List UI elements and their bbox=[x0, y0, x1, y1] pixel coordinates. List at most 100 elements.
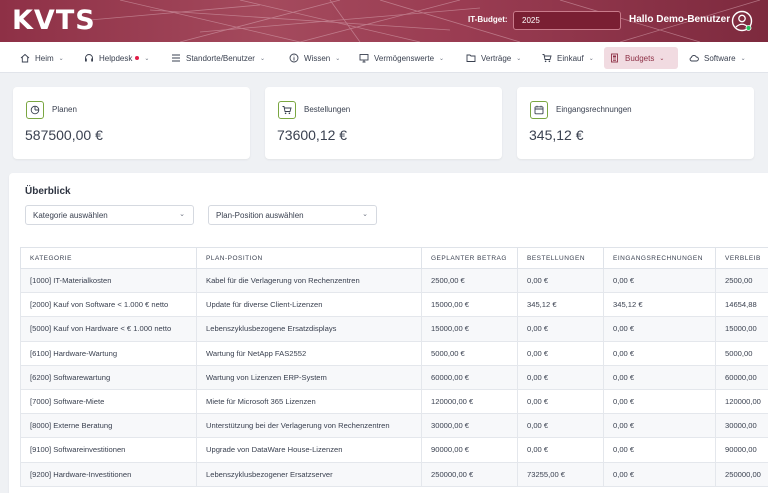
table-row[interactable]: [9100] Softwareinvestitionen Upgrade von … bbox=[20, 437, 768, 463]
nav-vermoegenswerte[interactable]: Vermögenswerte ⌄ bbox=[353, 47, 450, 69]
nav-vertraege-label: Verträge bbox=[481, 53, 512, 63]
card-bestellungen: Bestellungen 73600,12 € bbox=[265, 87, 502, 159]
nav-budgets[interactable]: Budgets ⌄ bbox=[604, 47, 678, 69]
chevron-down-icon: ⌄ bbox=[335, 55, 341, 62]
column-header-eingangsrechnungen[interactable]: EINGANGSRECHNUNGEN bbox=[603, 247, 716, 269]
table-row[interactable]: [9200] Hardware-Investitionen Lebenszyklu… bbox=[20, 461, 768, 487]
column-header-kategorie[interactable]: KATEGORIE bbox=[20, 247, 197, 269]
budget-overview-table: KATEGORIE PLAN-POSITION GEPLANTER BETRAG… bbox=[20, 247, 768, 487]
table-row[interactable]: [6100] Hardware-Wartung Wartung für NetAp… bbox=[20, 340, 768, 366]
column-header-plan-position[interactable]: PLAN-POSITION bbox=[196, 247, 422, 269]
it-budget-label: IT-Budget: bbox=[468, 15, 508, 24]
nav-vertraege[interactable]: Verträge ⌄ bbox=[460, 47, 527, 69]
chevron-down-icon: ⌄ bbox=[362, 211, 368, 218]
column-header-geplanter-betrag[interactable]: GEPLANTER BETRAG bbox=[421, 247, 518, 269]
home-icon bbox=[20, 53, 30, 63]
user-avatar-icon[interactable] bbox=[731, 10, 753, 32]
user-greeting: Hallo Demo-Benutzer bbox=[629, 14, 731, 25]
chevron-down-icon: ⌄ bbox=[58, 55, 64, 62]
table-header-row: KATEGORIE PLAN-POSITION GEPLANTER BETRAG… bbox=[20, 247, 768, 269]
cell-geplanter-betrag: 15000,00 € bbox=[421, 316, 518, 342]
nav-wissen-label: Wissen bbox=[304, 53, 331, 63]
cell-plan-position: Miete für Microsoft 365 Lizenzen bbox=[196, 388, 422, 415]
card-planen: Planen 587500,00 € bbox=[13, 87, 250, 159]
top-header: KVTS IT-Budget: 2025 Hallo Demo-Benutzer bbox=[0, 0, 768, 42]
cell-eingangsrechnungen: 0,00 € bbox=[603, 461, 716, 487]
info-icon bbox=[289, 53, 299, 63]
cell-geplanter-betrag: 5000,00 € bbox=[421, 340, 518, 366]
table-row[interactable]: [1000] IT-Materialkosten Kabel für die Ve… bbox=[20, 267, 768, 294]
cloud-icon bbox=[689, 55, 699, 62]
budget-year-select[interactable]: 2025 bbox=[513, 11, 621, 30]
table-row[interactable]: [8000] Externe Beratung Unterstützung bei… bbox=[20, 413, 768, 439]
chevron-down-icon: ⌄ bbox=[516, 55, 522, 62]
cell-eingangsrechnungen: 0,00 € bbox=[603, 340, 716, 366]
category-filter-label: Kategorie auswählen bbox=[33, 211, 108, 220]
nav-helpdesk-label: Helpdesk bbox=[99, 53, 133, 63]
cell-geplanter-betrag: 2500,00 € bbox=[421, 267, 518, 294]
cell-eingangsrechnungen: 0,00 € bbox=[603, 437, 716, 463]
cell-kategorie: [5000] Kauf von Hardware < € 1.000 netto bbox=[20, 316, 197, 342]
cart-icon bbox=[542, 54, 552, 63]
notification-dot bbox=[135, 56, 140, 60]
cell-bestellungen: 73255,00 € bbox=[517, 461, 604, 487]
category-filter-dropdown[interactable]: Kategorie auswählen ⌄ bbox=[25, 205, 194, 225]
kvts-logo[interactable]: KVTS bbox=[12, 5, 96, 36]
folder-icon bbox=[466, 54, 476, 62]
card-eingangsrechnungen: Eingangsrechnungen 345,12 € bbox=[517, 87, 754, 159]
calendar-icon bbox=[530, 101, 548, 119]
cell-geplanter-betrag: 60000,00 € bbox=[421, 364, 518, 390]
cell-bestellungen: 0,00 € bbox=[517, 413, 604, 439]
cell-eingangsrechnungen: 0,00 € bbox=[603, 364, 716, 390]
header-background-pattern bbox=[89, 0, 761, 42]
table-row[interactable]: [6200] Softwarewartung Wartung von Lizenz… bbox=[20, 364, 768, 390]
table-row[interactable]: [2000] Kauf von Software < 1.000 € netto… bbox=[20, 292, 768, 318]
cell-verbleib: 90000,00 bbox=[715, 437, 768, 463]
overview-panel: Überblick Kategorie auswählen ⌄ Plan-Pos… bbox=[9, 173, 768, 493]
budget-icon bbox=[611, 53, 618, 63]
cell-plan-position: Wartung für NetApp FAS2552 bbox=[196, 340, 422, 366]
cell-kategorie: [6200] Softwarewartung bbox=[20, 364, 197, 390]
nav-heim-label: Heim bbox=[35, 53, 54, 63]
table-row[interactable]: [7000] Software-Miete Miete für Microsoft… bbox=[20, 388, 768, 415]
card-planen-label: Planen bbox=[52, 105, 77, 114]
nav-helpdesk[interactable]: Helpdesk ⌄ bbox=[78, 47, 155, 69]
cell-plan-position: Upgrade von DataWare House-Lizenzen bbox=[196, 437, 422, 463]
nav-einkauf-label: Einkauf bbox=[557, 53, 584, 63]
column-header-bestellungen[interactable]: BESTELLUNGEN bbox=[517, 247, 604, 269]
cell-eingangsrechnungen: 0,00 € bbox=[603, 413, 716, 439]
cell-plan-position: Lebenszyklusbezogene Ersatzdisplays bbox=[196, 316, 422, 342]
nav-standorte-benutzer[interactable]: Standorte/Benutzer ⌄ bbox=[165, 47, 271, 69]
nav-einkauf[interactable]: Einkauf ⌄ bbox=[536, 47, 600, 69]
card-eingangsrechnungen-label: Eingangsrechnungen bbox=[556, 105, 632, 114]
cell-kategorie: [6100] Hardware-Wartung bbox=[20, 340, 197, 366]
position-filter-dropdown[interactable]: Plan-Position auswählen ⌄ bbox=[208, 205, 377, 225]
cell-eingangsrechnungen: 0,00 € bbox=[603, 316, 716, 342]
cell-kategorie: [9100] Softwareinvestitionen bbox=[20, 437, 197, 463]
nav-software[interactable]: Software ⌄ bbox=[683, 47, 752, 69]
list-icon bbox=[172, 54, 180, 62]
overview-title: Überblick bbox=[25, 186, 71, 197]
chevron-down-icon: ⌄ bbox=[659, 55, 665, 62]
cell-kategorie: [8000] Externe Beratung bbox=[20, 413, 197, 439]
nav-heim[interactable]: Heim ⌄ bbox=[14, 47, 70, 69]
nav-vermoegenswerte-label: Vermögenswerte bbox=[374, 53, 435, 63]
cell-plan-position: Wartung von Lizenzen ERP-System bbox=[196, 364, 422, 390]
cell-verbleib: 5000,00 bbox=[715, 340, 768, 366]
cart-icon bbox=[278, 101, 296, 119]
chevron-down-icon: ⌄ bbox=[179, 211, 185, 218]
cell-verbleib: 30000,00 bbox=[715, 413, 768, 439]
card-bestellungen-value: 73600,12 € bbox=[277, 127, 348, 143]
cell-plan-position: Lebenszyklusbezogener Ersatzserver bbox=[196, 461, 422, 487]
cell-eingangsrechnungen: 0,00 € bbox=[603, 388, 716, 415]
nav-software-label: Software bbox=[704, 53, 736, 63]
nav-wissen[interactable]: Wissen ⌄ bbox=[283, 47, 346, 69]
column-header-verbleib[interactable]: VERBLEIB bbox=[715, 247, 768, 269]
cell-kategorie: [2000] Kauf von Software < 1.000 € netto bbox=[20, 292, 197, 318]
cell-geplanter-betrag: 90000,00 € bbox=[421, 437, 518, 463]
table-row[interactable]: [5000] Kauf von Hardware < € 1.000 netto… bbox=[20, 316, 768, 342]
cell-plan-position: Update für diverse Client-Lizenzen bbox=[196, 292, 422, 318]
chevron-down-icon: ⌄ bbox=[588, 55, 594, 62]
cell-geplanter-betrag: 250000,00 € bbox=[421, 461, 518, 487]
cell-verbleib: 120000,00 bbox=[715, 388, 768, 415]
